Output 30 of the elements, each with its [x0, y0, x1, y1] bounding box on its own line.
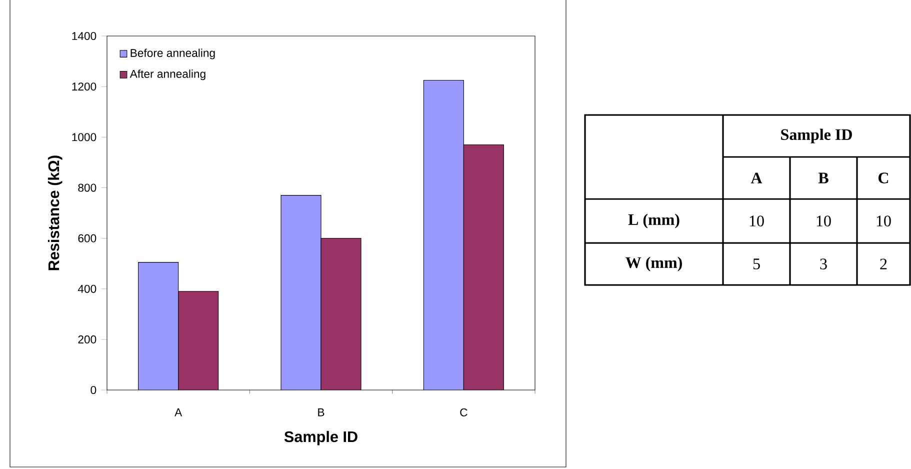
legend-label: Before annealing [130, 48, 215, 60]
bar [463, 144, 504, 390]
y-tick-label: 800 [78, 184, 96, 192]
y-axis-title: Resistance (kΩ) [48, 156, 62, 270]
x-tick-label: B [318, 408, 324, 416]
data-label: 10 [750, 216, 764, 226]
y-tick-label: 1400 [72, 32, 96, 40]
data-label: 2 [880, 258, 887, 270]
text: Sample ID [781, 128, 852, 144]
category-label: A [750, 172, 762, 184]
text: W (mm) [626, 256, 682, 272]
x-tick-label: A [174, 408, 182, 416]
data-label: 10 [816, 216, 831, 226]
category-label: B [818, 172, 828, 184]
bar [178, 291, 219, 390]
bar [320, 238, 362, 390]
y-tick-label: 0 [90, 386, 96, 394]
y-tick-label: 200 [78, 335, 96, 344]
y-tick-label: 1200 [72, 82, 96, 91]
x-tick-label: C [460, 408, 468, 416]
y-tick-label: 400 [78, 284, 96, 293]
data-label: 3 [820, 258, 827, 270]
legend-label: After annealing [130, 70, 206, 80]
category-label: C [878, 172, 888, 184]
data-label: 10 [876, 216, 891, 226]
data-label: 5 [753, 258, 760, 270]
y-tick-label: 600 [78, 234, 96, 242]
y-tick-label: 1000 [72, 133, 96, 142]
x-axis-title: Sample ID [284, 430, 358, 446]
text: L (mm) [628, 214, 680, 228]
